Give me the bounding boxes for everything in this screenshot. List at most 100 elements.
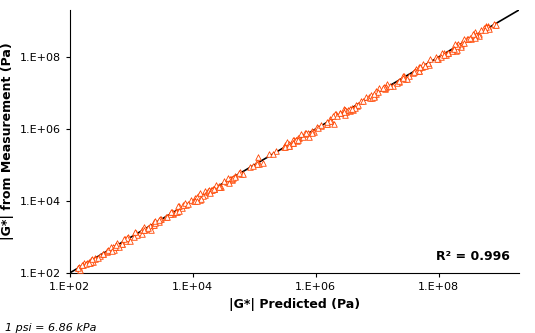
Point	[216, 184, 224, 189]
Point	[147, 227, 155, 232]
Point	[415, 68, 423, 74]
Point	[421, 64, 430, 69]
Point	[227, 177, 236, 182]
Point	[304, 131, 312, 136]
Point	[204, 189, 212, 194]
Point	[193, 194, 201, 200]
Point	[292, 137, 300, 142]
Point	[340, 107, 349, 112]
Point	[178, 202, 187, 208]
Point	[381, 85, 390, 90]
Point	[125, 238, 134, 243]
Point	[255, 162, 263, 167]
Point	[372, 91, 381, 96]
Point	[370, 93, 379, 99]
Point	[409, 71, 417, 76]
Point	[438, 51, 447, 56]
Point	[155, 219, 163, 224]
Point	[227, 178, 236, 183]
Point	[272, 148, 280, 154]
Point	[206, 190, 215, 196]
Point	[224, 176, 233, 181]
Point	[196, 190, 205, 196]
Point	[140, 227, 148, 232]
Point	[172, 209, 181, 215]
Point	[329, 113, 338, 119]
Point	[149, 222, 158, 228]
Point	[490, 21, 499, 26]
Point	[323, 121, 331, 126]
Point	[452, 44, 461, 50]
Point	[383, 81, 391, 86]
Point	[215, 184, 224, 190]
Point	[151, 218, 159, 223]
Point	[226, 176, 234, 182]
Point	[444, 51, 453, 56]
Point	[475, 33, 483, 38]
Point	[330, 111, 339, 117]
Point	[440, 52, 448, 58]
Point	[368, 95, 376, 101]
Point	[113, 240, 121, 245]
Point	[208, 187, 216, 192]
Point	[419, 63, 427, 68]
Point	[285, 143, 294, 149]
Point	[381, 85, 389, 90]
Point	[441, 53, 450, 58]
Point	[253, 155, 262, 160]
Point	[457, 43, 465, 48]
Point	[423, 60, 432, 66]
Point	[131, 230, 140, 236]
Point	[210, 186, 218, 192]
Point	[348, 107, 357, 112]
Point	[388, 83, 397, 89]
Point	[450, 42, 459, 47]
Point	[465, 35, 474, 41]
Point	[378, 86, 387, 91]
Point	[104, 247, 113, 252]
Point	[162, 214, 170, 220]
Point	[359, 98, 368, 104]
Point	[131, 229, 140, 234]
Point	[209, 186, 217, 192]
Point	[86, 260, 95, 265]
Point	[181, 200, 189, 205]
Point	[399, 73, 408, 78]
Point	[304, 134, 313, 140]
Point	[190, 198, 199, 203]
Point	[372, 89, 380, 94]
Point	[353, 103, 361, 109]
Point	[207, 188, 215, 193]
Point	[316, 124, 325, 129]
Point	[470, 29, 479, 35]
Point	[167, 209, 176, 215]
Point	[412, 66, 421, 72]
Point	[210, 187, 218, 192]
Point	[174, 203, 183, 208]
Point	[433, 57, 441, 62]
Point	[469, 33, 478, 38]
Point	[235, 171, 243, 176]
Point	[193, 198, 202, 204]
Point	[482, 24, 490, 29]
Point	[253, 160, 262, 165]
Point	[292, 138, 300, 143]
Point	[201, 188, 209, 193]
Point	[117, 241, 126, 247]
Point	[258, 160, 267, 165]
Point	[301, 130, 309, 136]
Point	[482, 24, 491, 30]
Point	[149, 222, 157, 228]
Point	[439, 50, 448, 55]
Point	[199, 193, 208, 199]
Point	[294, 136, 303, 141]
Point	[453, 42, 461, 47]
Point	[111, 244, 120, 250]
Point	[172, 209, 181, 215]
Point	[74, 265, 82, 271]
Point	[163, 215, 172, 220]
Point	[265, 151, 274, 157]
Point	[82, 260, 91, 266]
Point	[140, 228, 148, 233]
Point	[467, 37, 475, 42]
